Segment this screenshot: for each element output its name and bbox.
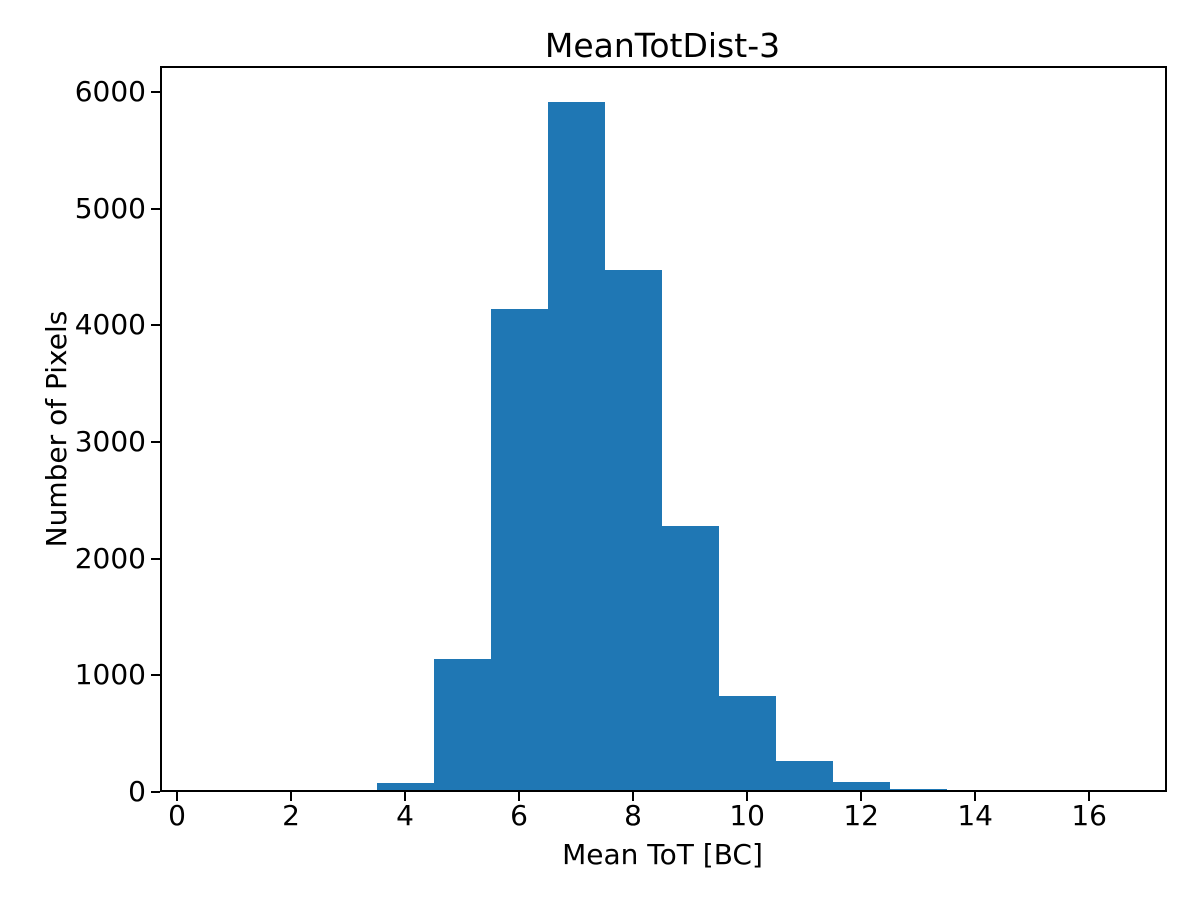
histogram-bar	[376, 783, 434, 792]
y-tick-mark	[151, 674, 160, 677]
x-tick-mark	[632, 792, 635, 801]
x-tick-mark	[176, 792, 179, 801]
histogram-bar	[661, 526, 719, 792]
y-tick-mark	[151, 557, 160, 560]
y-tick-label: 3000	[74, 425, 146, 458]
plot-area	[160, 66, 1165, 792]
right-spine	[1165, 66, 1167, 792]
y-tick-mark	[151, 207, 160, 210]
histogram-bar	[433, 659, 491, 792]
x-tick-label: 14	[957, 799, 993, 832]
x-tick-label: 10	[729, 799, 765, 832]
y-tick-label: 0	[128, 775, 146, 808]
y-tick-label: 1000	[74, 658, 146, 692]
top-spine	[160, 66, 1167, 68]
y-tick-mark	[151, 90, 160, 93]
x-tick-label: 2	[282, 799, 300, 832]
bottom-spine	[160, 790, 1167, 792]
y-tick-label: 2000	[74, 541, 146, 575]
y-tick-mark	[151, 791, 160, 793]
x-tick-mark	[860, 792, 863, 801]
x-tick-label: 0	[168, 799, 186, 832]
x-tick-mark	[746, 792, 749, 801]
histogram-bar	[718, 695, 776, 792]
x-tick-mark	[974, 792, 977, 801]
y-axis-label: Number of Pixels	[40, 310, 73, 548]
histogram-bar	[775, 761, 833, 792]
x-tick-label: 6	[510, 799, 528, 832]
histogram-bar	[832, 781, 890, 792]
x-tick-mark	[518, 792, 521, 801]
x-tick-mark	[1088, 792, 1091, 801]
x-tick-mark	[404, 792, 407, 801]
histogram-bar	[490, 308, 548, 792]
x-tick-label: 12	[843, 799, 879, 832]
histogram-bar	[547, 101, 605, 792]
x-tick-label: 8	[624, 799, 642, 832]
x-axis-label: Mean ToT [BC]	[562, 838, 763, 871]
y-tick-label: 6000	[74, 74, 146, 108]
histogram-bar	[604, 269, 662, 792]
x-tick-label: 4	[396, 799, 414, 832]
y-tick-mark	[151, 441, 160, 443]
y-tick-label: 4000	[74, 308, 146, 342]
y-tick-mark	[151, 324, 160, 327]
y-tick-label: 5000	[74, 191, 146, 225]
chart-title: MeanTotDist-3	[544, 26, 781, 65]
x-tick-mark	[290, 792, 293, 801]
x-tick-label: 16	[1071, 799, 1107, 832]
left-spine	[160, 66, 162, 792]
